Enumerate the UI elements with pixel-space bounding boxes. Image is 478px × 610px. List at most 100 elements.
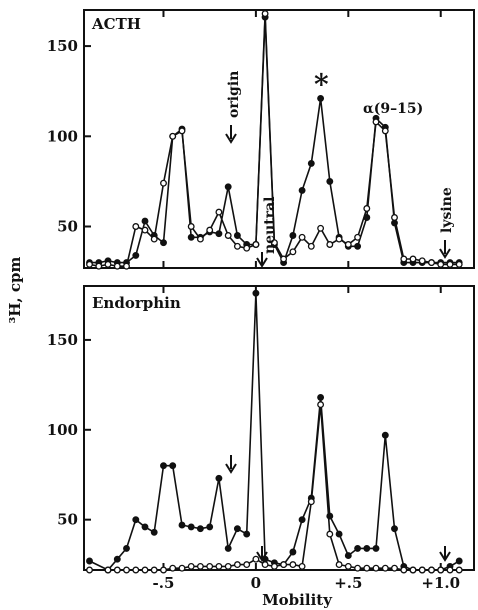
data-point-filled	[326, 177, 334, 185]
data-point-open	[400, 566, 408, 574]
data-point-open	[289, 561, 297, 569]
y-tick-label: 100	[47, 421, 78, 439]
data-point-open	[428, 259, 435, 267]
data-point-filled	[307, 159, 315, 167]
data-point-filled	[391, 525, 398, 533]
data-point-open	[409, 255, 417, 263]
data-point-open	[196, 562, 204, 570]
data-point-open	[113, 262, 121, 270]
data-point-open	[363, 205, 371, 212]
data-point-open	[233, 242, 241, 250]
data-point-open	[307, 498, 315, 506]
data-point-filled	[354, 544, 362, 552]
data-point-open	[372, 118, 380, 126]
data-point-filled	[298, 516, 306, 524]
data-point-filled	[363, 544, 371, 552]
data-point-open	[141, 226, 149, 234]
data-point-open	[326, 530, 334, 538]
data-point-open	[160, 179, 167, 187]
y-tick-label: 150	[47, 331, 78, 349]
data-point-filled	[233, 525, 241, 533]
data-point-open	[187, 562, 195, 570]
data-point-filled	[113, 555, 121, 563]
data-point-open	[409, 566, 417, 574]
arrow-lysine-lower-icon	[439, 546, 451, 562]
data-point-open	[317, 224, 325, 232]
data-point-open	[196, 235, 204, 243]
data-point-open	[418, 566, 426, 574]
series-line-open	[89, 404, 460, 571]
data-point-filled	[196, 525, 204, 533]
annotation-star: *	[314, 68, 329, 101]
data-point-open	[86, 566, 93, 574]
axis-ticks-acth: 50 100 150	[47, 10, 442, 268]
data-point-open	[150, 235, 158, 243]
data-point-open	[224, 562, 232, 570]
x-tick-label: 0	[251, 574, 261, 592]
y-axis-label: ³H, cpm	[6, 257, 24, 324]
data-point-open	[307, 242, 315, 250]
x-tick-label: +1.0	[421, 574, 460, 592]
data-point-open	[298, 562, 306, 570]
data-point-open	[280, 255, 288, 263]
arrow-lysine-icon	[439, 240, 451, 259]
data-point-open	[252, 241, 260, 248]
data-point-filled	[215, 230, 223, 238]
y-tick-label: 50	[57, 511, 78, 529]
data-point-filled	[363, 214, 371, 221]
data-point-filled	[150, 528, 158, 536]
data-point-filled	[233, 232, 241, 239]
data-point-open	[335, 561, 343, 569]
data-point-open	[243, 244, 251, 252]
data-point-filled	[224, 183, 232, 191]
data-point-open	[187, 223, 195, 230]
data-point-open	[344, 562, 352, 570]
data-point-open	[446, 566, 454, 574]
y-tick-label: 100	[47, 127, 78, 145]
data-point-open	[391, 564, 398, 572]
x-tick-label: -.5	[153, 574, 175, 592]
data-point-open	[160, 566, 167, 574]
data-point-open	[418, 257, 426, 265]
y-tick-label: 150	[47, 37, 78, 55]
data-point-open	[215, 562, 223, 570]
plot-frame-acth	[83, 9, 475, 269]
data-point-filled	[381, 431, 389, 439]
data-point-open	[280, 561, 288, 569]
x-tick-labels: -.5 0 +.5 +1.0	[153, 574, 461, 592]
data-point-filled	[289, 548, 297, 556]
data-point-filled	[335, 530, 343, 538]
data-point-open	[150, 566, 158, 574]
data-point-open	[372, 564, 380, 572]
annotation-lysine: lysine	[439, 187, 455, 233]
data-point-open	[437, 260, 445, 268]
plot-frame-endorphin	[83, 285, 475, 571]
data-point-open	[243, 561, 251, 569]
data-point-open	[344, 241, 352, 248]
arrow-neutral-lower-icon	[256, 546, 268, 562]
data-point-open	[132, 223, 140, 230]
data-point-open	[317, 401, 325, 409]
data-point-open	[261, 10, 269, 18]
data-point-open	[363, 564, 371, 572]
data-point-open	[169, 564, 177, 572]
x-axis-label: Mobility	[262, 591, 333, 609]
annotation-origin: origin	[226, 71, 242, 118]
axis-ticks-endorphin: 50 100 150	[47, 286, 442, 570]
data-point-open	[354, 564, 362, 572]
data-point-filled	[169, 462, 177, 470]
data-point-filled	[344, 552, 352, 560]
panel-endorphin: Endorphin 50 100 150	[47, 285, 475, 574]
data-point-open	[381, 127, 389, 135]
data-point-open	[428, 566, 435, 574]
panel-title-acth: ACTH	[91, 15, 141, 33]
data-point-open	[206, 562, 214, 570]
data-point-open	[400, 255, 408, 263]
data-point-filled	[243, 530, 251, 538]
data-point-open	[233, 561, 241, 569]
data-point-filled	[187, 233, 195, 241]
data-point-filled	[160, 239, 167, 247]
y-tick-label: 50	[57, 218, 78, 236]
data-point-open	[169, 132, 177, 140]
data-point-filled	[289, 232, 297, 239]
